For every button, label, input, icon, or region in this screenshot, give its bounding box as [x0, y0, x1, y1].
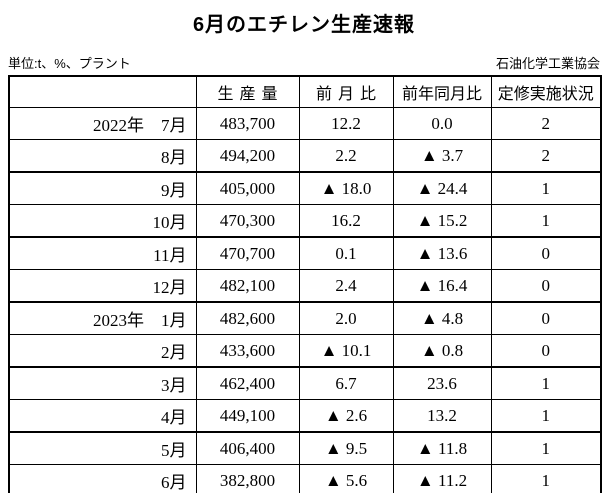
- cell-production: 382,800: [195, 464, 300, 493]
- cell-maintenance: 1: [490, 431, 602, 465]
- organization-label: 石油化学工業協会: [495, 56, 600, 71]
- cell-period: 10月: [8, 204, 197, 238]
- cell-yoy: ▲ 13.6: [392, 236, 492, 270]
- cell-mom: 6.7: [298, 366, 394, 400]
- cell-production: 470,300: [195, 204, 300, 238]
- cell-period: 3月: [8, 366, 197, 400]
- cell-mom: 12.2: [298, 107, 394, 140]
- cell-mom: 2.0: [298, 301, 394, 335]
- table-row: 6月 382,800 ▲ 5.6 ▲ 11.2 1: [8, 464, 602, 493]
- cell-mom: 2.2: [298, 139, 394, 173]
- cell-production: 470,700: [195, 236, 300, 270]
- cell-production: 433,600: [195, 334, 300, 368]
- cell-mom: 2.4: [298, 269, 394, 303]
- cell-yoy: ▲ 16.4: [392, 269, 492, 303]
- table-row: 2023年 1月 482,600 2.0 ▲ 4.8 0: [8, 301, 602, 335]
- table-row: 3月 462,400 6.7 23.6 1: [8, 366, 602, 400]
- cell-period: 12月: [8, 269, 197, 303]
- cell-period: 2月: [8, 334, 197, 368]
- cell-maintenance: 1: [490, 366, 602, 400]
- cell-maintenance: 0: [490, 301, 602, 335]
- cell-production: 405,000: [195, 171, 300, 205]
- cell-production: 482,600: [195, 301, 300, 335]
- cell-yoy: ▲ 3.7: [392, 139, 492, 173]
- cell-maintenance: 1: [490, 171, 602, 205]
- cell-maintenance: 1: [490, 464, 602, 493]
- cell-period: 6月: [8, 464, 197, 493]
- cell-period: 2023年 1月: [8, 301, 197, 335]
- cell-mom: ▲ 18.0: [298, 171, 394, 205]
- cell-period: 8月: [8, 139, 197, 173]
- cell-period: 9月: [8, 171, 197, 205]
- cell-mom: 0.1: [298, 236, 394, 270]
- header-row: 生産量 前月比 前年同月比 定修実施状況: [8, 75, 602, 108]
- cell-maintenance: 1: [490, 204, 602, 238]
- cell-maintenance: 2: [490, 107, 602, 140]
- cell-yoy: 23.6: [392, 366, 492, 400]
- cell-production: 494,200: [195, 139, 300, 173]
- cell-period: 11月: [8, 236, 197, 270]
- table-row: 8月 494,200 2.2 ▲ 3.7 2: [8, 139, 602, 173]
- cell-maintenance: 0: [490, 334, 602, 368]
- table-row: 5月 406,400 ▲ 9.5 ▲ 11.8 1: [8, 431, 602, 465]
- cell-production: 482,100: [195, 269, 300, 303]
- cell-maintenance: 1: [490, 399, 602, 433]
- cell-yoy: ▲ 24.4: [392, 171, 492, 205]
- cell-yoy: ▲ 0.8: [392, 334, 492, 368]
- cell-period: 4月: [8, 399, 197, 433]
- cell-production: 449,100: [195, 399, 300, 433]
- cell-period: 2022年 7月: [8, 107, 197, 140]
- cell-production: 483,700: [195, 107, 300, 140]
- table-row: 11月 470,700 0.1 ▲ 13.6 0: [8, 236, 602, 270]
- column-header-yoy: 前年同月比: [392, 75, 492, 108]
- column-header-period: [8, 75, 197, 108]
- cell-maintenance: 0: [490, 236, 602, 270]
- cell-mom: ▲ 10.1: [298, 334, 394, 368]
- cell-yoy: ▲ 11.8: [392, 431, 492, 465]
- column-header-mom: 前月比: [298, 75, 394, 108]
- cell-mom: ▲ 2.6: [298, 399, 394, 433]
- cell-yoy: ▲ 11.2: [392, 464, 492, 493]
- cell-mom: ▲ 5.6: [298, 464, 394, 493]
- cell-yoy: ▲ 4.8: [392, 301, 492, 335]
- cell-production: 462,400: [195, 366, 300, 400]
- table-row: 10月 470,300 16.2 ▲ 15.2 1: [8, 204, 602, 238]
- cell-yoy: 13.2: [392, 399, 492, 433]
- table-row: 4月 449,100 ▲ 2.6 13.2 1: [8, 399, 602, 433]
- table-row: 9月 405,000 ▲ 18.0 ▲ 24.4 1: [8, 171, 602, 205]
- table-row: 2月 433,600 ▲ 10.1 ▲ 0.8 0: [8, 334, 602, 368]
- cell-mom: ▲ 9.5: [298, 431, 394, 465]
- unit-note: 単位:t、%、プラント: [8, 56, 131, 71]
- column-header-production: 生産量: [195, 75, 300, 108]
- table-row: 2022年 7月 483,700 12.2 0.0 2: [8, 107, 602, 140]
- page-title: 6月のエチレン生産速報: [192, 14, 416, 36]
- cell-yoy: 0.0: [392, 107, 492, 140]
- cell-mom: 16.2: [298, 204, 394, 238]
- cell-maintenance: 2: [490, 139, 602, 173]
- meta-row: 単位:t、%、プラント 石油化学工業協会: [8, 53, 600, 72]
- cell-period: 5月: [8, 431, 197, 465]
- cell-yoy: ▲ 15.2: [392, 204, 492, 238]
- table-row: 12月 482,100 2.4 ▲ 16.4 0: [8, 269, 602, 303]
- production-table: 生産量 前月比 前年同月比 定修実施状況 2022年 7月 483,700 12…: [8, 75, 602, 493]
- cell-production: 406,400: [195, 431, 300, 465]
- column-header-maintenance: 定修実施状況: [490, 75, 602, 108]
- cell-maintenance: 0: [490, 269, 602, 303]
